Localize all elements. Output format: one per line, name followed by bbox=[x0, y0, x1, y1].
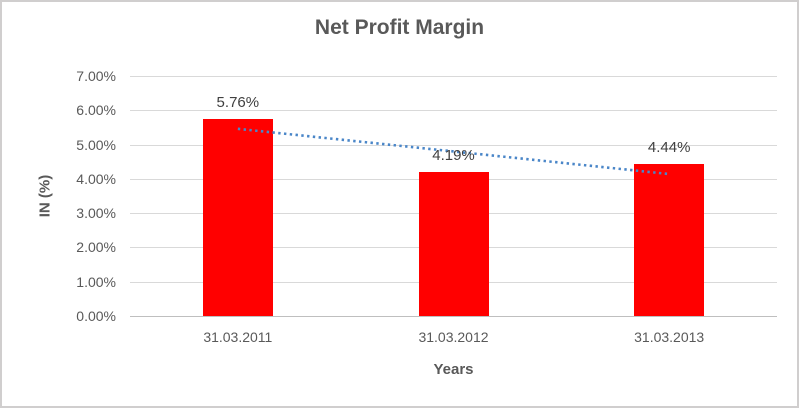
x-tick-label: 31.03.2013 bbox=[634, 329, 705, 345]
bar bbox=[634, 163, 705, 316]
x-axis-tick-labels: 31.03.2011 31.03.2012 31.03.2013 bbox=[130, 329, 777, 349]
gridline bbox=[130, 110, 777, 112]
y-tick-label: 6.00% bbox=[76, 102, 116, 119]
data-label: 4.44% bbox=[647, 138, 691, 156]
chart-title: Net Profit Margin bbox=[314, 16, 485, 39]
gridline bbox=[130, 76, 777, 77]
trendline bbox=[237, 127, 670, 176]
data-label: 5.76% bbox=[216, 93, 260, 111]
x-tick-label: 31.03.2011 bbox=[203, 329, 273, 345]
y-tick-label: 3.00% bbox=[76, 205, 116, 222]
bar bbox=[418, 172, 489, 316]
data-label: 4.19% bbox=[432, 147, 475, 165]
y-tick-label: 7.00% bbox=[76, 68, 116, 84]
y-tick-label: 2.00% bbox=[76, 239, 116, 256]
y-tick-label: 4.00% bbox=[76, 170, 116, 187]
y-tick-label: 1.00% bbox=[76, 273, 116, 290]
x-axis-line bbox=[130, 316, 777, 317]
y-tick-label: 5.00% bbox=[76, 136, 116, 153]
plot-area: 5.76% 4.19% 4.44% bbox=[130, 76, 777, 317]
y-tick-label: 0.00% bbox=[76, 308, 116, 324]
y-axis-tick-labels: 0.00% 1.00% 2.00% 3.00% 4.00% 5.00% 6.00% 7.00% bbox=[2, 68, 116, 324]
bar bbox=[202, 118, 273, 316]
gridline bbox=[130, 144, 777, 146]
x-axis-title: Years bbox=[433, 361, 474, 378]
x-tick-label: 31.03.2012 bbox=[418, 329, 489, 345]
